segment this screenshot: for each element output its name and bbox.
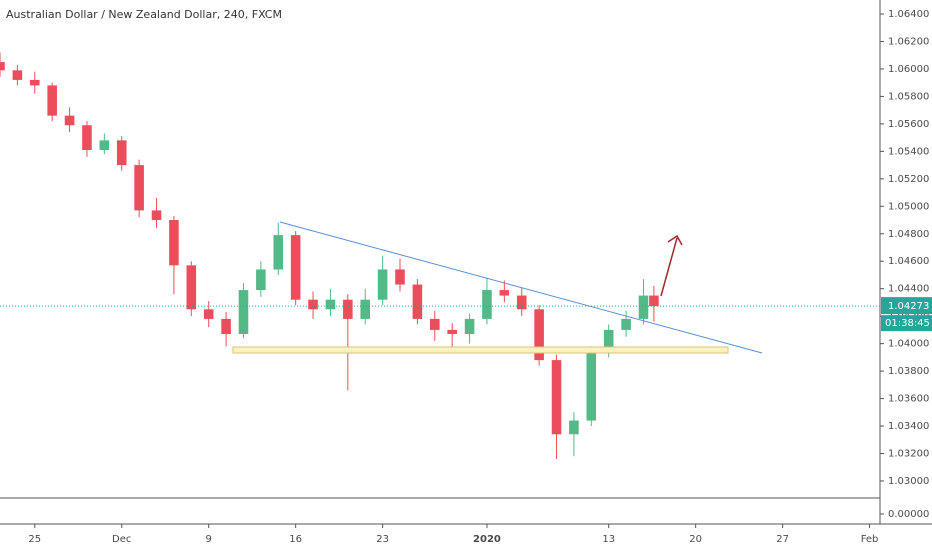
plot-area bbox=[0, 52, 659, 459]
x-tick-label: 25 bbox=[28, 534, 41, 545]
candle-body bbox=[134, 165, 144, 211]
y-tick-label: 1.05200 bbox=[888, 174, 929, 185]
candle-body bbox=[430, 318, 440, 330]
candle-body bbox=[464, 318, 475, 335]
y-tick-label: 1.04600 bbox=[888, 256, 929, 267]
y-tick-label: 1.03000 bbox=[888, 476, 929, 487]
candle-body bbox=[325, 299, 336, 310]
y-tick-label: 1.03600 bbox=[888, 394, 929, 405]
arrow-head bbox=[667, 234, 683, 246]
candle-body bbox=[621, 318, 631, 330]
y-tick-label: 1.06200 bbox=[888, 36, 929, 47]
pane2-tick-label: 0.00000 bbox=[888, 509, 929, 520]
y-tick-label: 1.05800 bbox=[888, 91, 929, 102]
candle-body bbox=[638, 295, 649, 319]
x-tick-label: 13 bbox=[602, 534, 615, 545]
candle-body bbox=[221, 318, 231, 335]
y-tick-label: 1.03800 bbox=[888, 366, 929, 377]
y-tick-label: 1.04800 bbox=[888, 229, 929, 240]
last-price-box bbox=[881, 297, 932, 315]
candle-body bbox=[0, 62, 5, 71]
countdown-box bbox=[881, 315, 932, 332]
candle-body bbox=[395, 269, 405, 285]
candle-body bbox=[499, 290, 510, 296]
candle-body bbox=[534, 309, 544, 361]
x-tick-label: 2020 bbox=[473, 534, 501, 545]
candle-body bbox=[12, 70, 23, 80]
trendline bbox=[279, 221, 763, 354]
x-tick-label: Dec bbox=[112, 534, 131, 545]
chart-title: Australian Dollar / New Zealand Dollar, … bbox=[6, 8, 282, 21]
candle-body bbox=[30, 79, 40, 86]
candle-body bbox=[482, 290, 492, 319]
candle-body bbox=[569, 420, 579, 435]
y-tick-label: 1.05600 bbox=[888, 119, 929, 130]
candle-body bbox=[551, 360, 562, 435]
candle-body bbox=[308, 299, 318, 310]
candle-body bbox=[116, 140, 127, 166]
y-tick-label: 1.03200 bbox=[888, 449, 929, 460]
candle-body bbox=[238, 290, 249, 335]
arrow-shaft bbox=[660, 237, 678, 297]
y-tick-label: 1.06400 bbox=[888, 9, 929, 20]
y-tick-label: 1.04000 bbox=[888, 339, 929, 350]
y-tick-label: 1.04400 bbox=[888, 284, 929, 295]
candle-body bbox=[186, 265, 197, 310]
y-tick-label: 1.03400 bbox=[888, 421, 929, 432]
candle-body bbox=[649, 295, 659, 307]
candle-body bbox=[203, 309, 214, 319]
candle-body bbox=[82, 125, 92, 150]
candle-body bbox=[256, 269, 266, 291]
candle-body bbox=[586, 350, 597, 421]
countdown-label: 01:38:45 bbox=[885, 318, 930, 329]
candle-body bbox=[290, 235, 301, 300]
candle-body bbox=[169, 220, 179, 266]
candle-body bbox=[447, 329, 457, 335]
candle-body bbox=[377, 269, 388, 300]
y-tick-label: 1.05000 bbox=[888, 201, 929, 212]
last-price-label: 1.04273 bbox=[888, 301, 929, 312]
x-tick-label: 27 bbox=[776, 534, 789, 545]
x-tick-label: Feb bbox=[861, 534, 879, 545]
candle-body bbox=[151, 210, 162, 221]
x-tick-label: 16 bbox=[289, 534, 302, 545]
candle-body bbox=[412, 284, 423, 319]
support-zone bbox=[232, 346, 729, 354]
x-tick-label: 23 bbox=[376, 534, 389, 545]
candle-body bbox=[64, 115, 75, 126]
candle-body bbox=[273, 235, 284, 270]
y-tick-label: 1.06000 bbox=[888, 64, 929, 75]
candle-body bbox=[343, 299, 353, 319]
y-tick-label: 1.05400 bbox=[888, 146, 929, 157]
x-tick-label: 9 bbox=[206, 534, 212, 545]
x-tick-label: 20 bbox=[689, 534, 702, 545]
candle-body bbox=[47, 85, 57, 116]
candle-body bbox=[516, 295, 527, 310]
candle-body bbox=[603, 329, 614, 351]
candle-body bbox=[360, 299, 370, 319]
candle-body bbox=[99, 140, 110, 150]
